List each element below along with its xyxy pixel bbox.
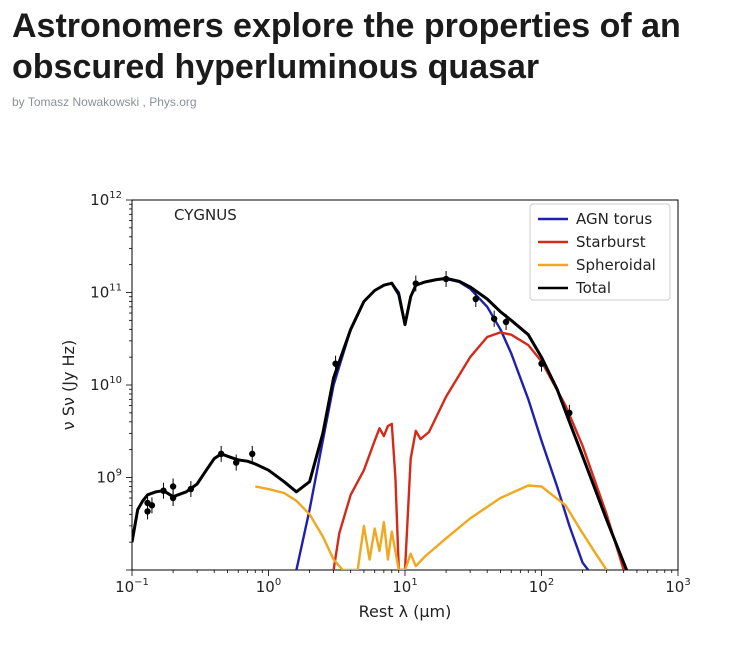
x-tick-base: 10 [256, 578, 275, 596]
chart-observations [144, 270, 573, 520]
author-link[interactable]: Tomasz Nowakowski [27, 95, 140, 109]
x-tick-exponent: 1 [411, 577, 417, 588]
observation-point [502, 318, 510, 326]
observation-point [169, 494, 177, 502]
x-tick-label: 103 [665, 577, 690, 596]
legend-label: AGN torus [576, 210, 652, 228]
x-tick-label: 100 [256, 577, 281, 596]
y-tick-exponent: 10 [109, 375, 122, 386]
x-tick-exponent: 2 [548, 577, 554, 588]
x-tick-exponent: 0 [275, 577, 281, 588]
y-tick-label: 1010 [90, 375, 122, 394]
observation-point [566, 409, 573, 417]
series-line [332, 331, 625, 570]
series-line [255, 484, 608, 570]
legend-label: Total [575, 279, 611, 297]
y-tick-label: 109 [97, 468, 122, 487]
byline: by Tomasz Nowakowski , Phys.org [12, 95, 197, 109]
x-axis-label: Rest λ (μm) [359, 602, 452, 621]
y-tick-base: 10 [90, 284, 109, 302]
article-title: Astronomers explore the properties of an… [12, 7, 681, 86]
x-tick-exponent: −1 [134, 577, 149, 588]
x-tick-base: 10 [665, 578, 684, 596]
y-tick-base: 10 [97, 469, 116, 487]
legend-box [529, 203, 671, 301]
y-tick-label: 1011 [90, 283, 122, 302]
y-tick-exponent: 12 [109, 190, 122, 201]
observation-point [187, 485, 195, 493]
observation-point [160, 487, 167, 494]
observation-point [169, 483, 177, 490]
observation-point [442, 275, 450, 283]
observation-point [148, 502, 156, 509]
observation-point [490, 315, 498, 322]
y-axis-label: ν Sν (Jy Hz) [59, 340, 78, 430]
byline-separator: , [139, 95, 150, 109]
y-tick-base: 10 [90, 191, 109, 209]
x-tick-label: 101 [392, 577, 417, 596]
chart-series [132, 276, 628, 570]
x-tick-base: 10 [392, 578, 411, 596]
series-line [132, 276, 628, 570]
x-tick-label: 10−1 [115, 577, 149, 596]
observation-point [538, 360, 545, 367]
observation-point [233, 459, 240, 466]
x-tick-base: 10 [115, 578, 134, 596]
byline-prefix: by [12, 95, 25, 109]
observation-point [217, 450, 225, 458]
observation-point [144, 508, 151, 515]
legend-label: Starburst [576, 233, 646, 251]
observation-point [472, 295, 479, 303]
chart-legend: AGN torus Starburst Spheroidal Total [529, 203, 671, 301]
y-tick-exponent: 9 [116, 468, 122, 479]
legend-label: Spheroidal [576, 256, 656, 274]
x-tick-exponent: 3 [684, 577, 690, 588]
chart-title: CYGNUS [174, 206, 237, 224]
source-link[interactable]: Phys.org [149, 95, 197, 109]
observation-point [332, 360, 339, 367]
observation-point [412, 280, 420, 287]
y-tick-base: 10 [90, 376, 109, 394]
y-tick-label: 1012 [90, 190, 122, 209]
observation-point [249, 450, 256, 458]
y-tick-exponent: 11 [109, 283, 122, 294]
x-tick-label: 102 [529, 577, 554, 596]
x-tick-base: 10 [529, 578, 548, 596]
